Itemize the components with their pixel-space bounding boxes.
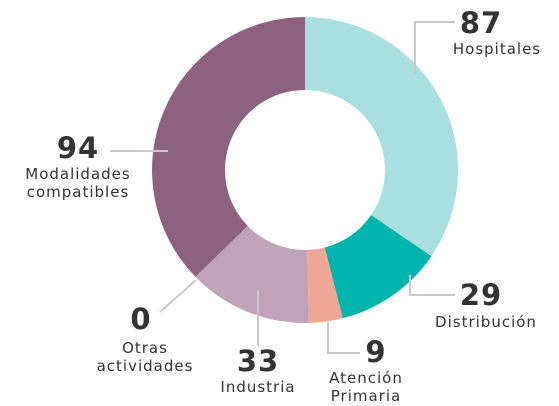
donut-segment	[152, 17, 305, 277]
value-label: 0	[130, 302, 152, 336]
category-label: Hospitales	[452, 40, 542, 58]
value-label: 94	[56, 131, 100, 165]
donut-segment	[195, 225, 309, 324]
category-label: Distribución	[435, 313, 537, 331]
value-label: 9	[365, 335, 387, 369]
donut-segment	[305, 17, 458, 257]
category-label: Industria	[220, 378, 296, 396]
value-label: 29	[459, 278, 503, 312]
leader-line	[409, 275, 455, 296]
leader-line	[414, 21, 455, 75]
donut-segment	[306, 247, 343, 323]
leader-line	[327, 322, 360, 354]
category-label: Otras actividades	[96, 339, 194, 375]
category-label: Atención Primaria	[329, 369, 403, 405]
value-label: 87	[459, 6, 503, 40]
value-label: 33	[236, 344, 280, 378]
leader-line	[159, 279, 197, 313]
donut-segment	[324, 215, 432, 319]
category-label: Modalidades compatibles	[25, 165, 131, 201]
